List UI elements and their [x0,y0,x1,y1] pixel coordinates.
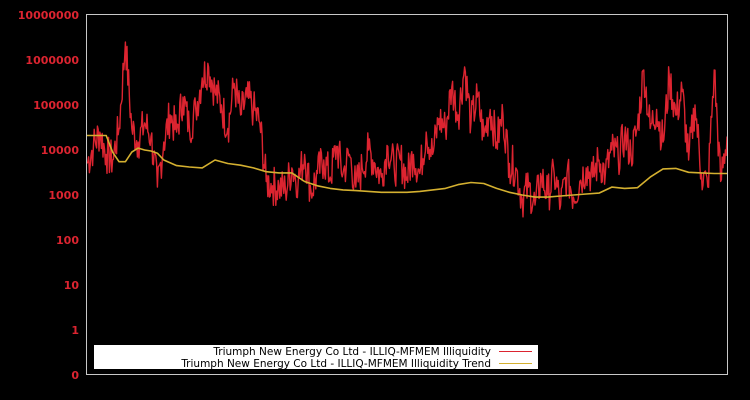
y-tick-label: 10 [64,279,80,292]
y-tick-label: 10000000 [18,9,80,22]
legend: Triumph New Energy Co Ltd - ILLIQ-MFMEM … [94,345,538,370]
plot-frame [86,14,728,375]
y-tick-label: 100000 [33,99,79,112]
series-line-trend [87,134,727,198]
legend-label-trend: Triumph New Energy Co Ltd - ILLIQ-MFMEM … [180,358,491,370]
series-line-illiquidity [86,41,728,218]
y-tick-label: 1000 [48,189,79,202]
y-tick-label: 1 [71,324,79,337]
y-tick-label: 10000 [41,144,80,157]
y-tick-label: 1000000 [25,54,79,67]
plot-area [86,41,728,218]
y-tick-label: 0 [71,369,79,382]
y-tick-label: 100 [56,234,79,247]
legend-box [94,345,538,369]
legend-label-illiquidity: Triumph New Energy Co Ltd - ILLIQ-MFMEM … [212,346,491,358]
